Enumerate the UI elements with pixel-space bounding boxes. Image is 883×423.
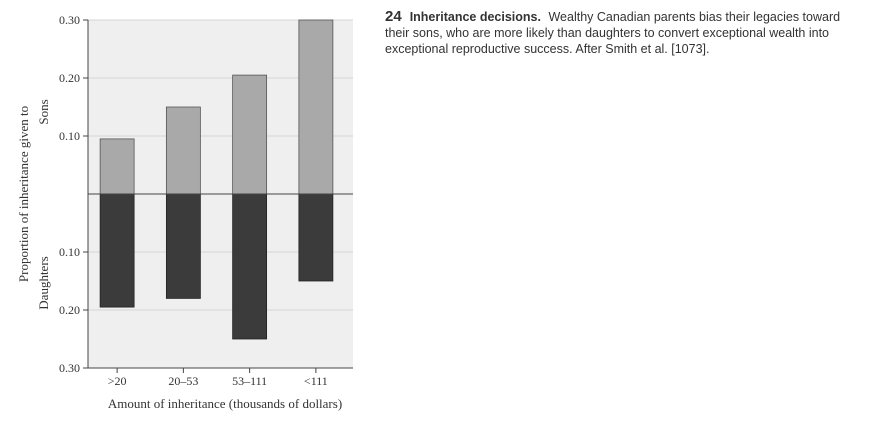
bar-daughters: [99, 193, 135, 308]
x-tick-label: >20: [108, 374, 127, 388]
bar-sons: [99, 138, 135, 195]
y-ticks: 0.30 0.20 0.10 0.10 0.20 0.30: [59, 13, 88, 375]
y-tick-label: 0.20: [59, 71, 80, 85]
y-tick-label: 0.10: [59, 245, 80, 259]
figure-title: Inheritance decisions.: [409, 10, 541, 24]
y-tick-label: 0.10: [59, 129, 80, 143]
y-tick-label: 0.30: [59, 361, 80, 375]
bar-sons: [165, 106, 201, 195]
inheritance-chart: 0.30 0.20 0.10 0.10 0.20 0.30 >20 20–53 53–111 <…: [16, 13, 353, 411]
y-axis-label-sons: Sons: [36, 99, 51, 124]
figure-number: 24: [385, 8, 402, 25]
x-tick-label: <111: [304, 374, 328, 388]
figure-caption-text: Wealthy Canadian parents bias their lega…: [385, 10, 841, 56]
x-axis-label: Amount of inheritance (thousands of doll…: [108, 396, 342, 411]
x-tick-label: 20–53: [168, 374, 198, 388]
y-axis-label-daughters: Daughters: [36, 256, 51, 309]
bar-sons: [232, 74, 268, 195]
y-axis-label: Proportion of inheritance given to: [16, 106, 31, 282]
bars: [99, 19, 334, 340]
bar-daughters: [165, 193, 201, 299]
y-tick-label: 0.30: [59, 13, 80, 27]
bar-sons: [298, 19, 334, 195]
figure-caption: 24 Inheritance decisions. Wealthy Canadia…: [385, 9, 855, 57]
x-ticks: >20 20–53 53–111 <111: [108, 368, 328, 388]
x-tick-label: 53–111: [232, 374, 267, 388]
y-tick-label: 0.20: [59, 303, 80, 317]
bar-daughters: [298, 193, 334, 282]
bar-daughters: [232, 193, 268, 340]
